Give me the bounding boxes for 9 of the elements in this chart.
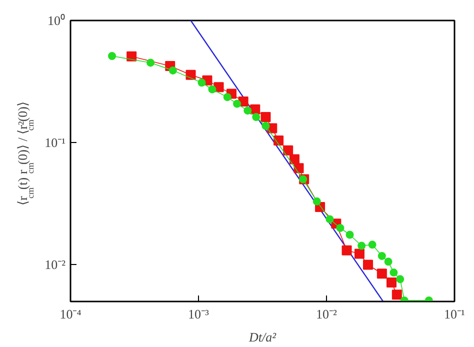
x-tick-label: 10⁻¹ [444, 306, 466, 322]
x-tick-label: 10⁻⁴ [60, 306, 82, 322]
y-tick-label: 10⁻² [44, 257, 66, 272]
x-tick-label: 10⁻³ [188, 306, 210, 322]
x-axis-title: Dt/a² [248, 330, 278, 344]
x-tick-label: 10⁻² [316, 306, 338, 322]
y-tick-label: 10⁰ [48, 13, 66, 28]
y-axis-title: ⟨rcm(t) rcm(0)⟩ / ⟨r²cm(0)⟩ [15, 102, 36, 206]
y-tick-label: 10⁻¹ [44, 135, 66, 150]
